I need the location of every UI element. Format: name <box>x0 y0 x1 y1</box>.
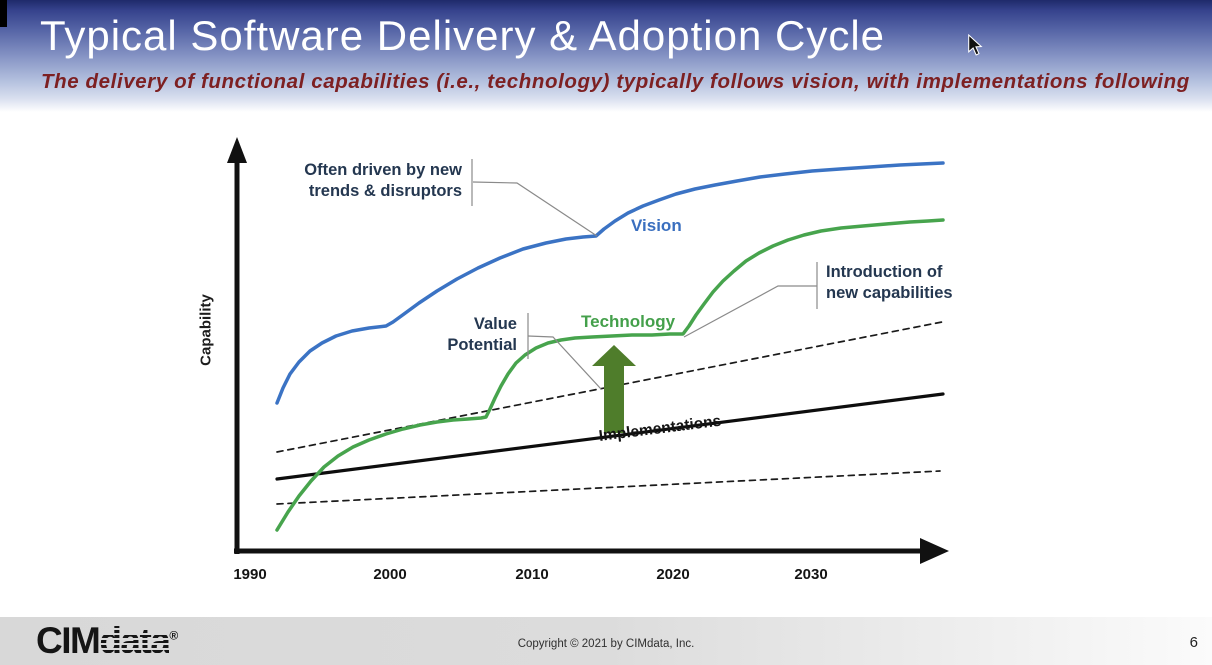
x-tick-2030: 2030 <box>794 566 828 583</box>
mouse-cursor-icon <box>968 34 983 56</box>
logo-cim-text: CIM <box>36 620 101 661</box>
slide-footer: CIMdata® Copyright © 2021 by CIMdata, In… <box>0 617 1212 665</box>
technology-curve-label: Technology <box>581 312 676 331</box>
intro-note-connector <box>683 285 817 338</box>
value-note-connector <box>527 335 602 390</box>
slide-title: Typical Software Delivery & Adoption Cyc… <box>40 12 886 59</box>
value-annotation-line1: Value <box>473 315 517 333</box>
registered-trademark-icon: ® <box>169 628 179 643</box>
x-tick-2000: 2000 <box>373 566 407 583</box>
y-axis-label: Capability <box>197 294 215 366</box>
screen-edge-artifact <box>0 0 7 27</box>
y-axis-arrowhead <box>227 137 247 163</box>
slide-subtitle: The delivery of functional capabilities … <box>41 70 1190 93</box>
driver-annotation-line2: trends & disruptors <box>308 181 462 200</box>
cimdata-logo: CIMdata® <box>36 620 178 662</box>
x-axis-arrowhead <box>920 538 949 564</box>
implementations-line-label: Implementations <box>597 412 723 445</box>
intro-annotation-line1: Introduction of <box>826 263 943 281</box>
driver-annotation-line1: Often driven by new <box>304 161 462 179</box>
value-potential-annotation: Value Potential <box>410 314 517 355</box>
page-number: 6 <box>1189 634 1198 651</box>
driver-annotation: Often driven by new trends & disruptors <box>296 160 462 201</box>
driver-note-connector <box>472 181 598 237</box>
lower-dashed-trend-line <box>276 470 941 505</box>
vision-curve-label: Vision <box>631 216 682 235</box>
x-tick-2010: 2010 <box>515 566 549 583</box>
copyright-text: Copyright © 2021 by CIMdata, Inc. <box>517 638 695 650</box>
value-potential-arrow <box>592 345 636 433</box>
logo-data-text: data <box>99 620 171 661</box>
x-tick-2020: 2020 <box>656 566 690 583</box>
x-tick-1990: 1990 <box>233 566 267 583</box>
slide-header-banner: Typical Software Delivery & Adoption Cyc… <box>0 0 1212 112</box>
value-annotation-line2: Potential <box>447 335 517 354</box>
intro-capabilities-annotation: Introduction of new capabilities <box>826 262 966 303</box>
intro-annotation-line2: new capabilities <box>826 283 953 302</box>
